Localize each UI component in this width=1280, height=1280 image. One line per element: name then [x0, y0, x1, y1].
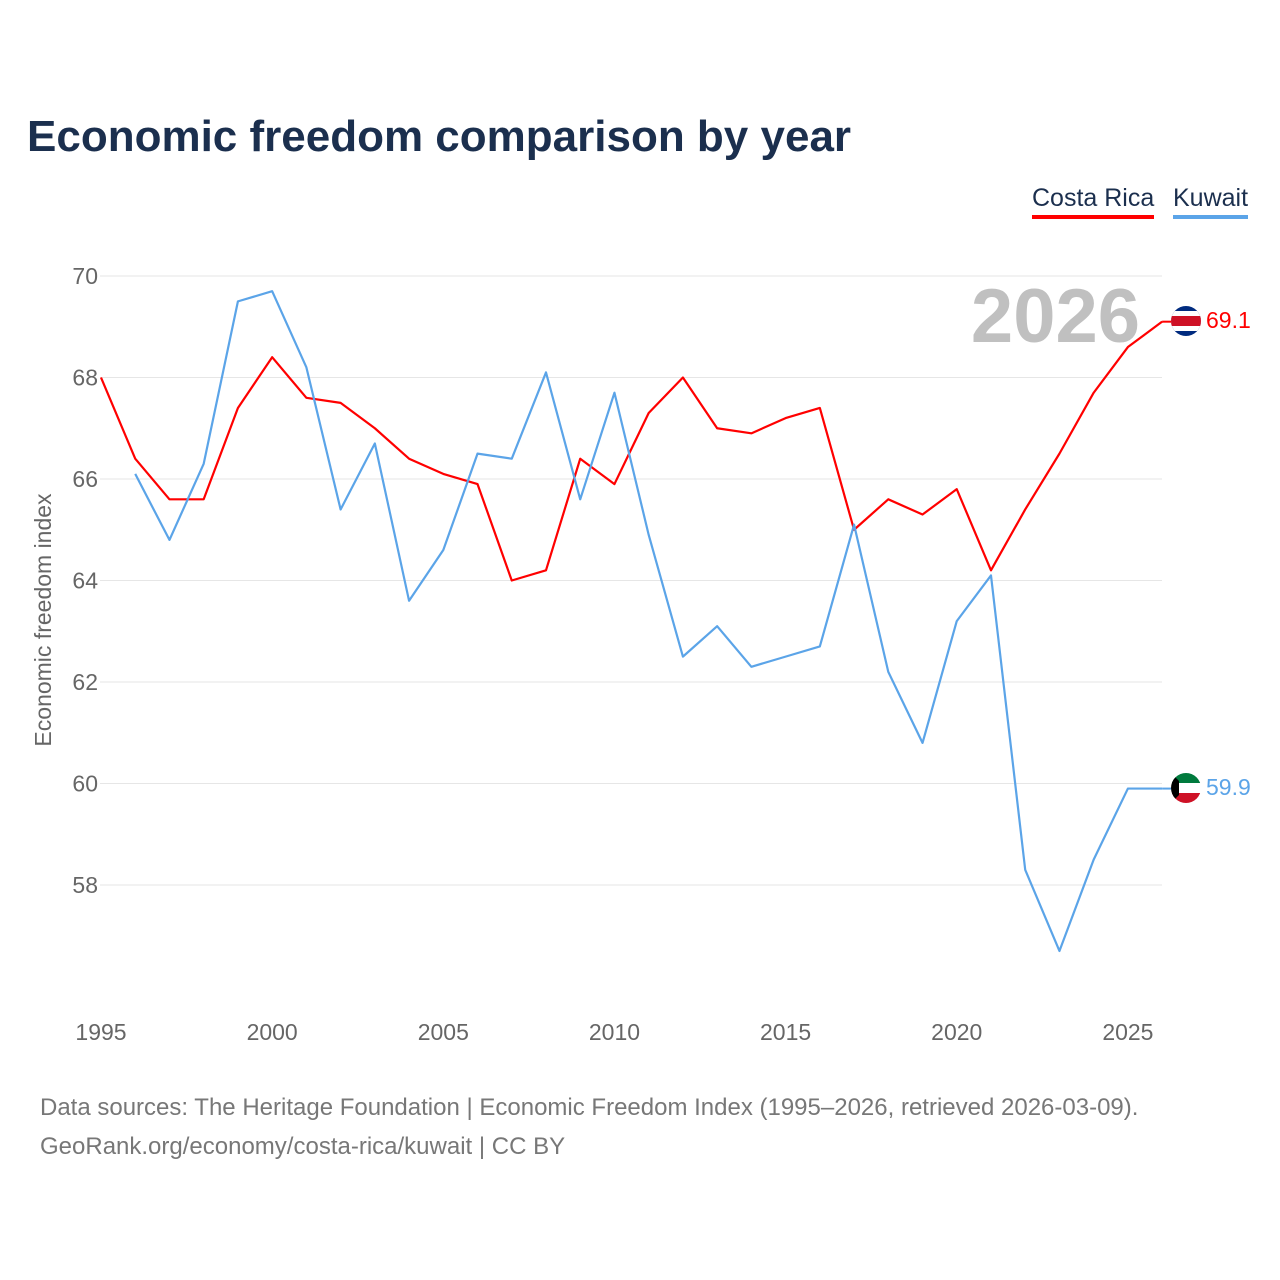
costa-rica-flag-icon — [1171, 306, 1201, 336]
y-axis-label: Economic freedom index — [30, 493, 56, 747]
costa-rica-end-label: 69.1 — [1206, 307, 1251, 333]
x-tick-label: 1995 — [75, 1019, 126, 1045]
x-tick-label: 2015 — [760, 1019, 811, 1045]
legend-kuwait[interactable]: Kuwait — [1173, 184, 1249, 219]
legend-costa-rica[interactable]: Costa Rica — [1032, 184, 1155, 219]
kuwait-flag-icon — [1171, 773, 1201, 803]
y-tick-label: 62 — [72, 669, 98, 695]
chart-title: Economic freedom comparison by year — [27, 112, 852, 161]
kuwait-end-label: 59.9 — [1206, 774, 1251, 800]
source-line-2[interactable]: GeoRank.org/economy/costa-rica/kuwait | … — [40, 1133, 566, 1160]
y-tick-label: 64 — [72, 568, 98, 594]
y-tick-label: 60 — [72, 771, 98, 797]
x-tick-label: 2000 — [247, 1019, 298, 1045]
y-tick-label: 58 — [72, 872, 98, 898]
y-tick-label: 70 — [72, 263, 98, 289]
x-tick-label: 2020 — [931, 1019, 982, 1045]
series-line-costa-rica — [99, 320, 1163, 582]
source-note: Data sources: The Heritage Foundation | … — [40, 1088, 1138, 1166]
year-annotation: 2026 — [971, 274, 1140, 359]
series-line-kuwait — [134, 290, 1163, 953]
x-tick-label: 2005 — [418, 1019, 469, 1045]
source-line-1: Data sources: The Heritage Foundation | … — [40, 1094, 1139, 1121]
y-tick-label: 66 — [72, 466, 98, 492]
x-tick-label: 2010 — [589, 1019, 640, 1045]
y-tick-label: 68 — [72, 365, 98, 391]
x-tick-label: 2025 — [1102, 1019, 1153, 1045]
